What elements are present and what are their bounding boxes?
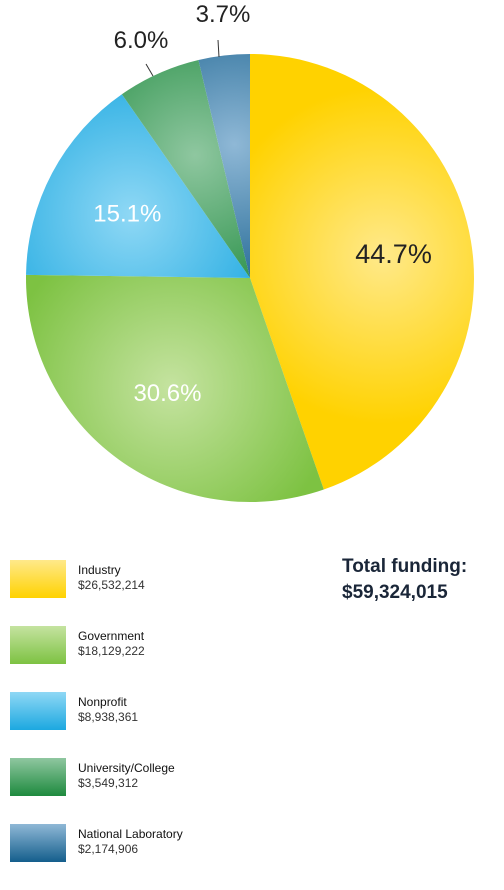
legend-item-nonprofit: Nonprofit $8,938,361 <box>10 692 310 758</box>
legend-swatch-nonprofit <box>10 692 66 730</box>
pie-label-university: 6.0% <box>114 27 169 54</box>
legend-label-nonprofit: Nonprofit <box>78 695 127 709</box>
legend-swatch-national-lab <box>10 824 66 862</box>
pie-leader-line-university <box>145 63 154 77</box>
legend-swatch-university <box>10 758 66 796</box>
pie-slices <box>25 54 475 503</box>
legend-item-national-lab: National Laboratory $2,174,906 <box>10 824 310 890</box>
legend-value-government: $18,129,222 <box>78 644 145 658</box>
legend-label-industry: Industry <box>78 563 121 577</box>
legend-value-industry: $26,532,214 <box>78 578 145 592</box>
legend-label-university: University/College <box>78 761 175 775</box>
pie-label-government: 30.6% <box>133 380 201 407</box>
legend-item-industry: Industry $26,532,214 <box>10 560 310 626</box>
legend-label-government: Government <box>78 629 145 643</box>
total-funding: Total funding: $59,324,015 <box>342 554 467 606</box>
pie-slice-national-lab <box>198 54 250 278</box>
pie-slice-industry <box>250 54 475 490</box>
pie-label-national-lab: 3.7% <box>196 1 251 28</box>
pie-labels: 44.7% 30.6% 15.1% 6.0% 3.7% <box>93 1 432 407</box>
legend-item-university: University/College $3,549,312 <box>10 758 310 824</box>
pie-slice-university <box>121 60 250 279</box>
total-funding-value: $59,324,015 <box>342 582 448 603</box>
total-funding-label: Total funding: <box>342 556 468 577</box>
legend-swatch-industry <box>10 560 66 598</box>
pie-label-nonprofit: 15.1% <box>93 200 161 227</box>
pie-chart: 44.7% 30.6% 15.1% 6.0% 3.7% <box>25 1 475 503</box>
pie-slice-nonprofit <box>26 94 250 279</box>
pie-leader-line-national-lab <box>217 39 220 58</box>
legend-item-government: Government $18,129,222 <box>10 626 310 692</box>
legend-label-national-lab: National Laboratory <box>78 827 183 841</box>
legend-value-university: $3,549,312 <box>78 776 139 790</box>
legend-swatch-government <box>10 626 66 664</box>
pie-label-industry: 44.7% <box>355 239 432 269</box>
legend: Industry $26,532,214 Government $18,129,… <box>10 560 310 890</box>
legend-value-nonprofit: $8,938,361 <box>78 710 139 724</box>
legend-value-national-lab: $2,174,906 <box>78 842 139 856</box>
pie-slice-government <box>25 274 324 503</box>
